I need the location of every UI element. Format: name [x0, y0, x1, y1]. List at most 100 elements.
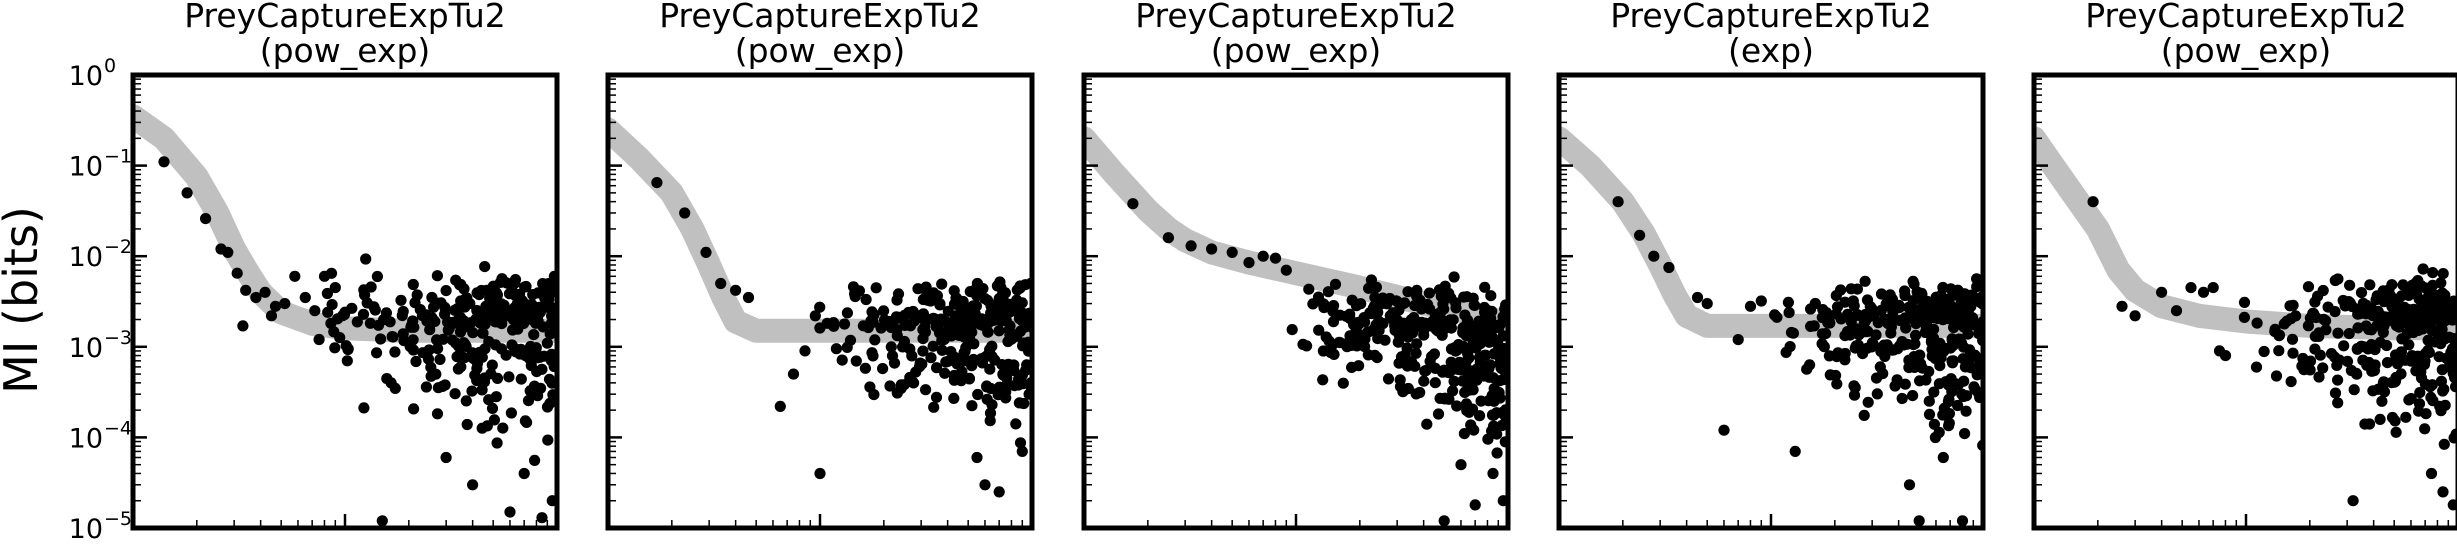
data-point — [1452, 339, 1465, 351]
data-point — [787, 368, 800, 380]
panel-title-line2: (pow_exp) — [735, 31, 906, 70]
data-point — [1780, 346, 1792, 358]
data-point — [1317, 374, 1329, 386]
data-point — [979, 479, 991, 491]
data-point — [1951, 304, 1963, 316]
data-point — [957, 295, 969, 308]
y-tick-label: 10 −1 — [69, 146, 132, 183]
data-point — [1429, 362, 1441, 374]
y-tick-exponent: −2 — [104, 236, 132, 258]
data-point — [993, 325, 1005, 337]
data-point — [2286, 333, 2299, 345]
data-point — [1839, 296, 1851, 308]
data-point — [967, 353, 980, 366]
data-point — [486, 359, 498, 371]
data-point — [482, 303, 495, 315]
data-point — [467, 327, 479, 339]
data-point — [931, 290, 944, 302]
data-point — [546, 377, 557, 389]
data-point — [1905, 359, 1917, 371]
data-point — [1923, 323, 1935, 335]
data-point — [1435, 290, 1447, 302]
data-point — [328, 326, 340, 338]
data-point — [487, 280, 499, 292]
data-point — [1414, 386, 1426, 399]
data-point — [544, 328, 556, 340]
plot-area — [1084, 126, 1508, 527]
data-point — [904, 343, 916, 355]
panel-title-line1: PreyCaptureExpTu2 — [1610, 0, 1932, 35]
data-point — [981, 380, 993, 392]
data-point — [2251, 317, 2263, 329]
data-point — [1016, 445, 1028, 457]
data-point — [878, 305, 890, 317]
data-point — [1474, 333, 1486, 345]
data-point — [405, 321, 417, 333]
data-point — [1952, 399, 1964, 412]
plot-area — [608, 117, 1032, 498]
data-point — [821, 317, 833, 329]
data-point — [2403, 394, 2415, 406]
data-point — [1303, 283, 1315, 295]
data-point — [1861, 294, 1874, 306]
data-point — [505, 407, 517, 419]
data-point — [1462, 348, 1474, 360]
data-point — [948, 392, 960, 404]
data-point — [1414, 294, 1426, 306]
data-point — [1329, 278, 1342, 290]
data-point — [407, 334, 419, 346]
data-point — [1371, 352, 1383, 364]
y-tick-exponent: −5 — [104, 508, 132, 530]
plot-area — [2034, 126, 2457, 511]
data-point — [1634, 229, 1646, 241]
data-point — [1494, 357, 1506, 370]
data-point — [2320, 324, 2332, 336]
data-point — [1914, 375, 1926, 387]
data-point — [1471, 374, 1483, 386]
data-point — [542, 434, 554, 446]
panel-title-line2: (exp) — [1728, 31, 1814, 70]
y-tick-base: 10 — [69, 423, 103, 454]
data-point — [1459, 386, 1471, 398]
data-point — [1946, 355, 1958, 367]
y-tick-base: 10 — [69, 152, 103, 183]
data-point — [1458, 428, 1470, 440]
data-point — [1479, 281, 1491, 293]
data-point — [325, 267, 338, 279]
data-point — [2437, 268, 2449, 280]
data-point — [836, 354, 848, 366]
data-point — [530, 351, 542, 363]
data-point — [1328, 300, 1340, 312]
data-point — [2429, 336, 2441, 348]
data-point — [466, 385, 478, 397]
data-point — [504, 506, 516, 518]
data-point — [1480, 315, 1493, 327]
y-tick-exponent: −1 — [104, 146, 132, 168]
data-point — [1478, 361, 1490, 374]
data-point — [2413, 317, 2426, 329]
data-point — [2415, 366, 2427, 378]
panel-title-line2: (pow_exp) — [1211, 31, 1382, 70]
data-point — [1937, 451, 1949, 464]
data-point — [1320, 331, 1332, 343]
data-point — [536, 363, 548, 375]
data-point — [417, 347, 429, 359]
panel-title-line2: (pow_exp) — [2161, 31, 2332, 70]
data-point — [2390, 353, 2402, 366]
data-point — [1474, 351, 1486, 363]
panel-4: PreyCaptureExpTu2(exp) — [1556, 0, 1986, 531]
data-point — [1488, 348, 1500, 360]
data-point — [515, 373, 527, 385]
data-point — [814, 301, 826, 313]
y-tick-label-text: 10 — [69, 152, 103, 183]
data-point — [1497, 495, 1508, 507]
data-point — [1402, 286, 1414, 298]
data-point — [250, 291, 262, 304]
data-point — [2298, 364, 2310, 376]
data-point — [1852, 339, 1864, 351]
data-point — [525, 340, 537, 353]
data-point — [2287, 347, 2299, 359]
data-point — [859, 362, 872, 374]
panel-title-line1: PreyCaptureExpTu2 — [2085, 0, 2407, 35]
data-point — [517, 318, 530, 330]
